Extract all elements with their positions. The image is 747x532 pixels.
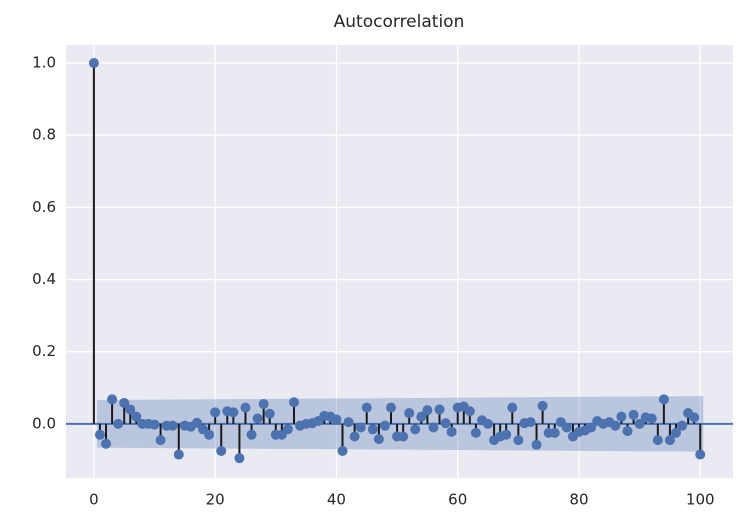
marker [113, 418, 124, 429]
marker [416, 411, 427, 422]
marker [513, 435, 524, 446]
marker [664, 435, 675, 446]
plot-area [66, 45, 733, 478]
marker [228, 407, 239, 418]
marker [149, 419, 160, 430]
marker [646, 413, 657, 424]
marker [94, 429, 105, 440]
marker [689, 412, 700, 423]
marker [119, 397, 130, 408]
marker [549, 427, 560, 438]
marker [422, 405, 433, 416]
marker [695, 449, 706, 460]
marker [234, 453, 245, 464]
marker [652, 435, 663, 446]
marker [610, 420, 621, 431]
marker [173, 449, 184, 460]
marker [367, 424, 378, 435]
marker [167, 420, 178, 431]
marker [501, 429, 512, 440]
marker [282, 424, 293, 435]
y-tick-label: 0.6 [32, 198, 56, 216]
marker [561, 422, 572, 433]
marker [131, 411, 142, 422]
marker [404, 408, 415, 419]
x-tick-label: 40 [327, 491, 346, 509]
marker [464, 406, 475, 417]
y-tick-label: 1.0 [32, 54, 56, 72]
marker [361, 402, 372, 413]
marker [101, 438, 112, 449]
marker [264, 408, 275, 419]
marker [246, 429, 257, 440]
marker [537, 400, 548, 411]
marker [622, 426, 633, 437]
marker [191, 417, 202, 428]
marker [331, 414, 342, 425]
marker [210, 407, 221, 418]
marker [634, 418, 645, 429]
marker [440, 418, 451, 429]
marker [288, 397, 299, 408]
marker [204, 429, 215, 440]
marker [258, 399, 269, 410]
marker [525, 417, 536, 428]
x-tick-label: 100 [686, 491, 715, 509]
marker [410, 424, 421, 435]
y-tick-label: 0.4 [32, 270, 56, 288]
marker [428, 422, 439, 433]
x-tick-label: 20 [206, 491, 225, 509]
marker [216, 445, 227, 456]
y-tick-label: 0.0 [32, 414, 56, 432]
marker [507, 402, 518, 413]
marker [586, 422, 597, 433]
marker [483, 418, 494, 429]
marker [628, 409, 639, 420]
marker [616, 411, 627, 422]
y-tick-label: 0.2 [32, 342, 56, 360]
x-tick-label: 60 [448, 491, 467, 509]
y-tick-label: 0.8 [32, 126, 56, 144]
marker [107, 394, 118, 405]
marker [349, 431, 360, 442]
x-tick-label: 0 [89, 491, 99, 509]
marker [446, 426, 457, 437]
marker [671, 427, 682, 438]
marker [88, 58, 99, 69]
x-tick-label: 80 [569, 491, 588, 509]
marker [252, 413, 263, 424]
marker [434, 404, 445, 415]
marker [125, 404, 136, 415]
marker [470, 427, 481, 438]
marker [386, 402, 397, 413]
marker [398, 431, 409, 442]
chart-title: Autocorrelation [334, 12, 465, 32]
marker [677, 420, 688, 431]
marker [337, 445, 348, 456]
marker [379, 420, 390, 431]
marker [531, 439, 542, 450]
marker [240, 402, 251, 413]
marker [658, 394, 669, 405]
marker [155, 435, 166, 446]
marker [373, 434, 384, 445]
marker [355, 422, 366, 433]
marker [343, 417, 354, 428]
